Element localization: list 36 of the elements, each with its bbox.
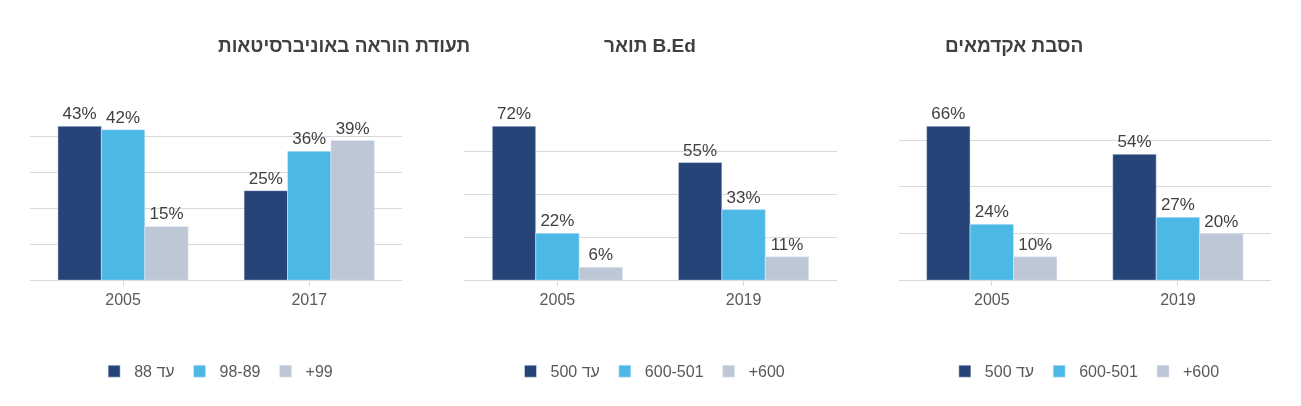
data-label: 15% [149,204,184,224]
data-label: 36% [292,129,327,149]
data-label: 10% [1018,234,1053,254]
x-tick-label: 2005 [105,291,141,309]
legend-label: +600 [748,363,785,381]
chart-title: תואר B.Ed [604,35,696,56]
legend-label: +99 [305,363,333,381]
data-label: 11% [770,234,804,254]
data-label: 6% [588,245,614,265]
legend-label: 600-501 [1079,363,1138,381]
legend-label: +600 [1183,363,1220,381]
data-label: 42% [106,107,141,127]
data-label: 33% [726,187,761,207]
legend-label: עד 88 [134,363,175,381]
data-label: 43% [62,104,97,124]
data-label: 66% [931,104,966,124]
x-tick-label: 2005 [539,291,576,309]
x-tick-label: 2019 [1160,291,1196,309]
x-tick-label: 2019 [725,291,762,309]
data-label: 27% [1160,195,1195,215]
chart-title: הסבת אקדמאים [945,35,1084,56]
data-label: 72% [496,104,532,124]
x-tick-label: 2017 [291,291,328,309]
data-label: 55% [683,140,718,160]
chart-title: תעודת הוראה באוניברסיטאות [218,35,471,56]
data-label: 22% [540,211,575,231]
data-label: 24% [974,202,1009,222]
x-tick-label: 2005 [973,291,1010,309]
data-label: 39% [335,118,370,138]
legend-label: עד 500 [550,363,600,381]
data-label: 20% [1204,211,1239,231]
legend-label: 600-501 [644,363,704,381]
data-label: 54% [1117,132,1152,152]
data-label: 25% [248,168,283,188]
legend-label: עד 500 [984,363,1035,381]
legend-label: 98-89 [219,363,261,381]
